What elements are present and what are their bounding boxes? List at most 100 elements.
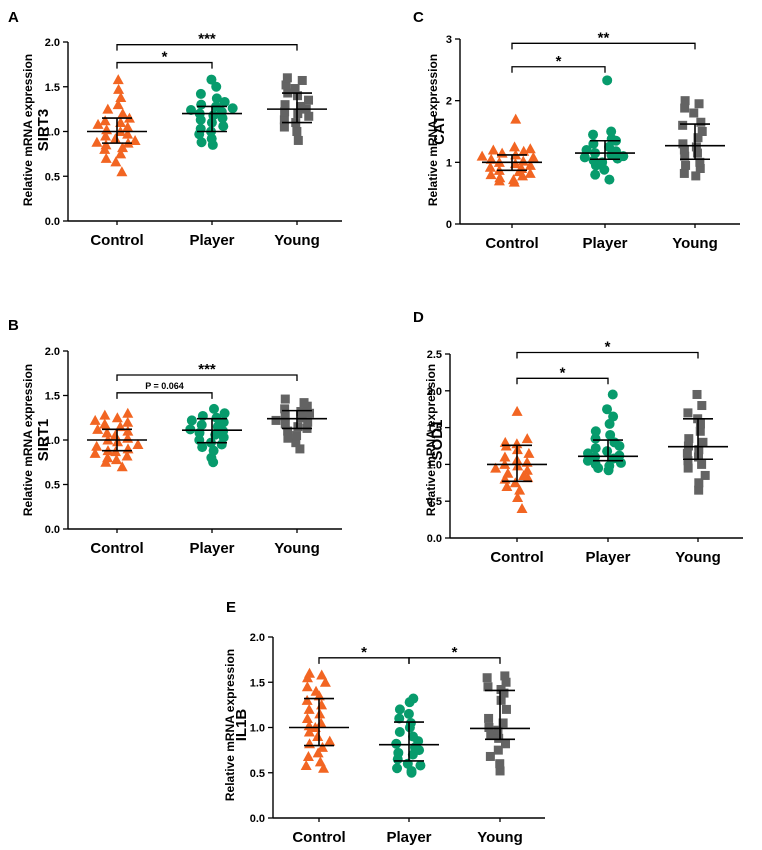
young-point xyxy=(279,115,289,125)
control-point xyxy=(303,703,315,714)
young-point xyxy=(694,485,704,495)
young-point xyxy=(297,75,307,85)
control-point xyxy=(109,133,121,144)
control-point xyxy=(113,83,125,94)
y-tick-label: 0.5 xyxy=(250,768,265,780)
significance-bracket xyxy=(116,44,298,51)
young-point xyxy=(291,438,301,448)
young-point xyxy=(494,733,504,743)
young-point xyxy=(493,745,503,755)
control-point xyxy=(316,699,328,710)
player-point xyxy=(186,105,197,116)
young-point xyxy=(692,389,702,399)
young-point xyxy=(305,408,315,418)
control-point xyxy=(122,121,134,132)
significance-label: * xyxy=(605,339,611,356)
significance-bracket xyxy=(516,351,699,359)
control-point xyxy=(111,412,123,423)
control-point xyxy=(501,480,513,491)
y-tick-label: 2.0 xyxy=(45,346,60,358)
control-point xyxy=(312,731,324,742)
young-point xyxy=(295,444,305,454)
young-point xyxy=(495,759,505,769)
young-point xyxy=(696,117,706,127)
control-point xyxy=(310,685,322,696)
player-point xyxy=(608,411,619,422)
young-point xyxy=(496,695,506,705)
y-tick-label: 1.5 xyxy=(45,391,60,403)
control-point xyxy=(92,423,104,434)
young-point xyxy=(691,142,701,152)
young-point xyxy=(679,145,689,155)
player-point xyxy=(607,389,618,400)
young-point xyxy=(697,127,707,136)
category-label-control: Control xyxy=(490,549,543,566)
player-point xyxy=(394,727,405,738)
control-point xyxy=(502,467,514,478)
player-point xyxy=(218,417,229,428)
significance-bracket xyxy=(116,392,213,399)
player-point xyxy=(602,446,613,457)
young-point xyxy=(681,160,691,170)
young-point xyxy=(501,739,511,749)
y-tick-label: 1 xyxy=(446,157,452,169)
control-point xyxy=(512,492,524,503)
significance-bracket xyxy=(511,66,606,73)
control-point xyxy=(487,144,499,155)
control-point xyxy=(102,452,114,463)
player-point xyxy=(196,137,207,148)
y-tick-label: 1.5 xyxy=(427,423,442,435)
young-point xyxy=(283,433,293,443)
category-label-young: Young xyxy=(274,540,320,557)
control-point xyxy=(521,464,533,475)
control-point xyxy=(324,735,336,746)
young-point xyxy=(280,394,290,404)
young-point xyxy=(501,677,511,687)
young-point xyxy=(293,109,303,119)
young-point xyxy=(303,417,313,427)
player-point xyxy=(227,103,238,114)
control-point xyxy=(100,152,112,163)
player-point xyxy=(605,429,616,440)
player-point xyxy=(196,419,207,430)
control-point xyxy=(99,115,111,126)
young-point xyxy=(680,96,690,106)
player-point xyxy=(606,126,617,137)
player-point xyxy=(604,174,615,185)
young-point xyxy=(682,448,692,458)
control-point xyxy=(102,103,114,114)
young-point xyxy=(694,99,704,109)
control-point xyxy=(490,462,502,473)
player-point xyxy=(403,708,414,719)
player-point xyxy=(391,738,402,749)
control-point xyxy=(89,414,101,425)
control-point xyxy=(524,143,536,154)
y-tick-label: 1.5 xyxy=(250,677,265,689)
player-point xyxy=(208,403,219,414)
young-point xyxy=(296,407,306,417)
young-point xyxy=(697,401,707,411)
significance-bracket xyxy=(516,377,609,385)
control-point xyxy=(485,169,497,180)
y-axis-title: Relative mRNA expression xyxy=(223,649,237,801)
control-point xyxy=(100,130,112,141)
control-point xyxy=(122,443,134,454)
control-point xyxy=(112,99,124,110)
y-tick-label: 0.0 xyxy=(45,216,60,228)
significance-bracket xyxy=(408,657,501,664)
young-point xyxy=(683,456,693,466)
category-label-young: Young xyxy=(675,549,721,566)
player-point xyxy=(195,88,206,99)
control-point xyxy=(129,134,141,145)
young-point xyxy=(271,415,281,425)
young-point xyxy=(297,413,307,423)
control-point xyxy=(496,147,508,158)
young-point xyxy=(483,682,493,692)
young-point xyxy=(683,463,693,473)
control-point xyxy=(316,741,328,752)
control-point xyxy=(518,469,530,480)
control-point xyxy=(89,447,101,458)
control-point xyxy=(527,151,539,162)
young-point xyxy=(501,704,511,714)
